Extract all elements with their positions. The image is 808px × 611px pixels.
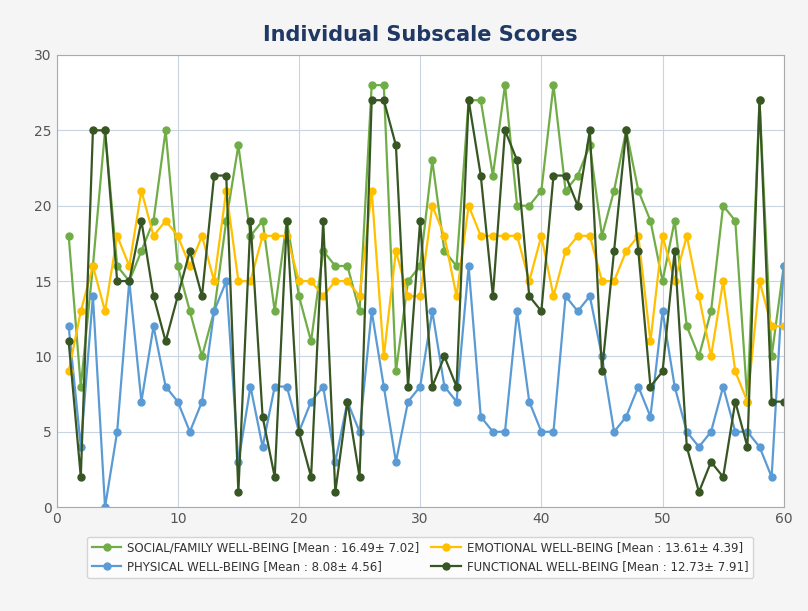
- FUNCTIONAL WELL-BEING [Mean : 12.73± 7.91]: (22, 19): 12.73± 7.91]: (22, 19): [318, 217, 328, 224]
- PHYSICAL WELL-BEING [Mean : 8.08± 4.56]: (17, 4): 8.08± 4.56]: (17, 4): [258, 443, 267, 450]
- Line: PHYSICAL WELL-BEING [Mean : 8.08± 4.56]: PHYSICAL WELL-BEING [Mean : 8.08± 4.56]: [65, 263, 787, 511]
- EMOTIONAL WELL-BEING [Mean : 13.61± 4.39]: (39, 15): 13.61± 4.39]: (39, 15): [524, 277, 534, 285]
- SOCIAL/FAMILY WELL-BEING [Mean : 16.49± 7.02]: (60, 16): 16.49± 7.02]: (60, 16): [779, 262, 789, 269]
- PHYSICAL WELL-BEING [Mean : 8.08± 4.56]: (4, 0): 8.08± 4.56]: (4, 0): [100, 503, 110, 511]
- EMOTIONAL WELL-BEING [Mean : 13.61± 4.39]: (17, 18): 13.61± 4.39]: (17, 18): [258, 232, 267, 240]
- SOCIAL/FAMILY WELL-BEING [Mean : 16.49± 7.02]: (18, 13): 16.49± 7.02]: (18, 13): [270, 307, 280, 315]
- EMOTIONAL WELL-BEING [Mean : 13.61± 4.39]: (1, 9): 13.61± 4.39]: (1, 9): [64, 368, 74, 375]
- FUNCTIONAL WELL-BEING [Mean : 12.73± 7.91]: (1, 11): 12.73± 7.91]: (1, 11): [64, 338, 74, 345]
- SOCIAL/FAMILY WELL-BEING [Mean : 16.49± 7.02]: (11, 13): 16.49± 7.02]: (11, 13): [185, 307, 195, 315]
- SOCIAL/FAMILY WELL-BEING [Mean : 16.49± 7.02]: (26, 28): 16.49± 7.02]: (26, 28): [367, 81, 377, 89]
- FUNCTIONAL WELL-BEING [Mean : 12.73± 7.91]: (11, 17): 12.73± 7.91]: (11, 17): [185, 247, 195, 255]
- EMOTIONAL WELL-BEING [Mean : 13.61± 4.39]: (21, 15): 13.61± 4.39]: (21, 15): [306, 277, 316, 285]
- EMOTIONAL WELL-BEING [Mean : 13.61± 4.39]: (57, 7): 13.61± 4.39]: (57, 7): [743, 398, 752, 405]
- SOCIAL/FAMILY WELL-BEING [Mean : 16.49± 7.02]: (39, 20): 16.49± 7.02]: (39, 20): [524, 202, 534, 210]
- SOCIAL/FAMILY WELL-BEING [Mean : 16.49± 7.02]: (1, 18): 16.49± 7.02]: (1, 18): [64, 232, 74, 240]
- SOCIAL/FAMILY WELL-BEING [Mean : 16.49± 7.02]: (57, 7): 16.49± 7.02]: (57, 7): [743, 398, 752, 405]
- EMOTIONAL WELL-BEING [Mean : 13.61± 4.39]: (60, 12): 13.61± 4.39]: (60, 12): [779, 323, 789, 330]
- Line: EMOTIONAL WELL-BEING [Mean : 13.61± 4.39]: EMOTIONAL WELL-BEING [Mean : 13.61± 4.39…: [65, 187, 787, 405]
- FUNCTIONAL WELL-BEING [Mean : 12.73± 7.91]: (40, 13): 12.73± 7.91]: (40, 13): [537, 307, 546, 315]
- PHYSICAL WELL-BEING [Mean : 8.08± 4.56]: (21, 7): 8.08± 4.56]: (21, 7): [306, 398, 316, 405]
- SOCIAL/FAMILY WELL-BEING [Mean : 16.49± 7.02]: (16, 18): 16.49± 7.02]: (16, 18): [246, 232, 255, 240]
- FUNCTIONAL WELL-BEING [Mean : 12.73± 7.91]: (19, 19): 12.73± 7.91]: (19, 19): [282, 217, 292, 224]
- Line: SOCIAL/FAMILY WELL-BEING [Mean : 16.49± 7.02]: SOCIAL/FAMILY WELL-BEING [Mean : 16.49± …: [65, 82, 787, 405]
- EMOTIONAL WELL-BEING [Mean : 13.61± 4.39]: (19, 18): 13.61± 4.39]: (19, 18): [282, 232, 292, 240]
- EMOTIONAL WELL-BEING [Mean : 13.61± 4.39]: (7, 21): 13.61± 4.39]: (7, 21): [137, 187, 146, 194]
- FUNCTIONAL WELL-BEING [Mean : 12.73± 7.91]: (60, 7): 12.73± 7.91]: (60, 7): [779, 398, 789, 405]
- FUNCTIONAL WELL-BEING [Mean : 12.73± 7.91]: (17, 6): 12.73± 7.91]: (17, 6): [258, 413, 267, 420]
- FUNCTIONAL WELL-BEING [Mean : 12.73± 7.91]: (21, 2): 12.73± 7.91]: (21, 2): [306, 474, 316, 481]
- SOCIAL/FAMILY WELL-BEING [Mean : 16.49± 7.02]: (20, 14): 16.49± 7.02]: (20, 14): [294, 293, 304, 300]
- EMOTIONAL WELL-BEING [Mean : 13.61± 4.39]: (22, 14): 13.61± 4.39]: (22, 14): [318, 293, 328, 300]
- Line: FUNCTIONAL WELL-BEING [Mean : 12.73± 7.91]: FUNCTIONAL WELL-BEING [Mean : 12.73± 7.9…: [65, 97, 787, 496]
- PHYSICAL WELL-BEING [Mean : 8.08± 4.56]: (1, 12): 8.08± 4.56]: (1, 12): [64, 323, 74, 330]
- Legend: SOCIAL/FAMILY WELL-BEING [Mean : 16.49± 7.02], PHYSICAL WELL-BEING [Mean : 8.08±: SOCIAL/FAMILY WELL-BEING [Mean : 16.49± …: [87, 536, 753, 578]
- PHYSICAL WELL-BEING [Mean : 8.08± 4.56]: (60, 16): 8.08± 4.56]: (60, 16): [779, 262, 789, 269]
- FUNCTIONAL WELL-BEING [Mean : 12.73± 7.91]: (26, 27): 12.73± 7.91]: (26, 27): [367, 97, 377, 104]
- PHYSICAL WELL-BEING [Mean : 8.08± 4.56]: (12, 7): 8.08± 4.56]: (12, 7): [197, 398, 207, 405]
- EMOTIONAL WELL-BEING [Mean : 13.61± 4.39]: (12, 18): 13.61± 4.39]: (12, 18): [197, 232, 207, 240]
- FUNCTIONAL WELL-BEING [Mean : 12.73± 7.91]: (15, 1): 12.73± 7.91]: (15, 1): [234, 488, 243, 496]
- Title: Individual Subscale Scores: Individual Subscale Scores: [263, 25, 578, 45]
- PHYSICAL WELL-BEING [Mean : 8.08± 4.56]: (40, 5): 8.08± 4.56]: (40, 5): [537, 428, 546, 436]
- SOCIAL/FAMILY WELL-BEING [Mean : 16.49± 7.02]: (21, 11): 16.49± 7.02]: (21, 11): [306, 338, 316, 345]
- PHYSICAL WELL-BEING [Mean : 8.08± 4.56]: (34, 16): 8.08± 4.56]: (34, 16): [464, 262, 473, 269]
- PHYSICAL WELL-BEING [Mean : 8.08± 4.56]: (22, 8): 8.08± 4.56]: (22, 8): [318, 383, 328, 390]
- PHYSICAL WELL-BEING [Mean : 8.08± 4.56]: (19, 8): 8.08± 4.56]: (19, 8): [282, 383, 292, 390]
